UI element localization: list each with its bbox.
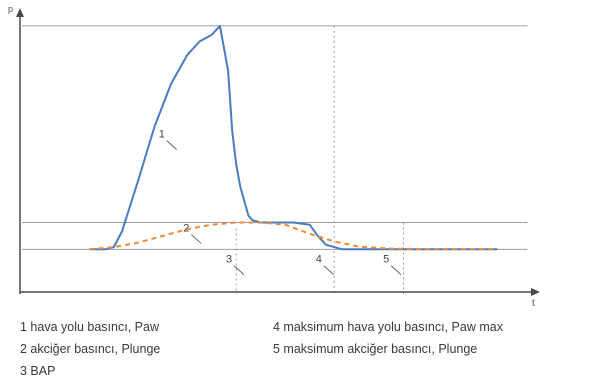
- annotation-leader-3: [233, 265, 245, 276]
- pressure-time-chart: t p 1 2 3 4 5: [8, 4, 540, 309]
- legend-item-4: 4 maksimum hava yolu basıncı, Paw max: [273, 320, 503, 334]
- annotation-leader-1: [166, 140, 178, 150]
- annotation-label-2: 2: [183, 222, 189, 234]
- series-1-line: [89, 24, 498, 251]
- x-axis-arrow: [531, 288, 540, 296]
- y-axis-label: p: [8, 4, 13, 14]
- annotation-leader-2: [190, 234, 202, 244]
- series-2-line: [89, 221, 498, 251]
- annotation-label-3: 3: [226, 254, 232, 266]
- legend-item-3: 3 BAP: [20, 364, 56, 378]
- annotation-leader-5: [390, 265, 402, 276]
- x-axis-label: t: [532, 298, 535, 309]
- annotation-label-5: 5: [383, 254, 389, 266]
- y-axis-arrow: [16, 8, 24, 17]
- legend-item-2: 2 akciğer basıncı, Plunge: [20, 342, 161, 356]
- annotation-label-4: 4: [316, 254, 322, 266]
- legend-item-5: 5 maksimum akciğer basıncı, Plunge: [273, 342, 478, 356]
- legend-item-1: 1 hava yolu basıncı, Paw: [20, 320, 159, 334]
- annotation-label-1: 1: [159, 129, 165, 141]
- annotation-leader-4: [323, 265, 335, 276]
